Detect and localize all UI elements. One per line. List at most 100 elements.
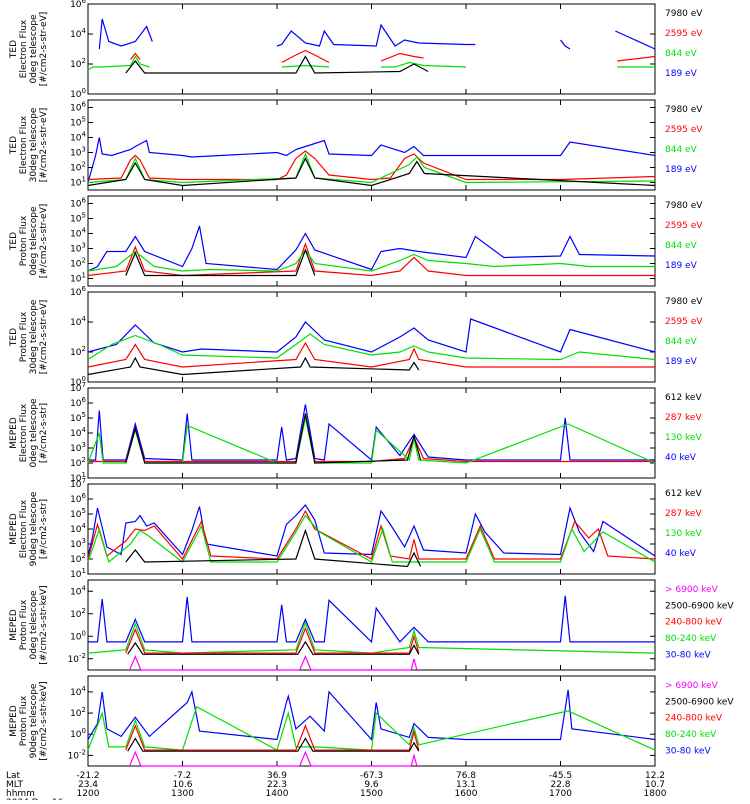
y-tick-label: 105	[70, 411, 86, 424]
footer-hhmm-value: 1500	[360, 789, 383, 799]
series-line-green	[87, 514, 656, 564]
chart-panel-1: 100 102 104 106 TED Electron Flux 0deg telesco…	[9, 0, 703, 100]
y-axis-label: TED Electron Flux 0deg telescope [#/cm2-s-s…	[9, 12, 49, 87]
legend-entry: 844 eV	[665, 49, 698, 59]
footer-hhmm-value: 1700	[549, 789, 572, 799]
y-tick-label: 102	[70, 552, 86, 565]
legend-entry: 80-240 keV	[665, 730, 717, 740]
legend-entry: > 6900 keV	[665, 681, 719, 691]
chart-panel-5: 101 102 103 104 105 106 107 MEPED Electron Flux 0…	[9, 381, 702, 484]
y-tick-label: 101	[70, 567, 86, 580]
chart-panel-8: 10-2 100 102 104 MEPED Proton Flux 90deg teles…	[9, 675, 734, 767]
y-axis-label-line: 0deg telescope	[29, 590, 39, 660]
legend-entry: 612 keV	[665, 393, 702, 403]
y-axis-label-line: Proton Flux	[19, 695, 29, 746]
legend-entry: 2500-6900 keV	[665, 601, 734, 611]
y-tick-label: 106	[70, 197, 86, 210]
y-axis-label-line: 90deg telescope	[29, 683, 39, 758]
plot-frame	[87, 3, 656, 95]
footer-hhmm-value: 1300	[171, 789, 194, 799]
footer-mlt-value: 13.1	[456, 780, 476, 790]
y-axis-label-line: Proton Flux	[19, 215, 29, 266]
series-line-blue	[88, 404, 655, 462]
y-tick-label: 101	[70, 176, 86, 189]
footer-mlt-value: 10.7	[645, 780, 665, 790]
legend-entry: 2500-6900 keV	[665, 697, 734, 707]
legend-entry: 2595 eV	[665, 221, 703, 231]
y-tick-label: 100	[70, 727, 86, 740]
series-line-red	[87, 341, 655, 368]
y-axis-label-line: [#/cm2-s-str-eV]	[39, 300, 49, 375]
footer-lat-value: -45.5	[549, 771, 572, 781]
y-axis-label-line: Electron Flux	[19, 499, 29, 558]
y-axis-label-line: [#/cm2-s-str]	[39, 403, 49, 463]
chart-panel-7: 10-2 100 102 104 MEPED Proton Flux 0deg telesc…	[9, 579, 734, 671]
y-tick-label: 104	[70, 584, 86, 597]
y-axis-label-line: TED	[9, 136, 19, 155]
series-line-black	[125, 55, 429, 74]
legend-entry: 130 keV	[665, 529, 702, 539]
y-tick-label: 103	[70, 537, 86, 550]
y-axis-label: MEPED Electron Flux 0deg telescope [#/cm2-s…	[9, 398, 49, 468]
legend-entry: 7980 eV	[665, 297, 703, 307]
y-axis-label: TED Proton Flux 0deg telescope [#/cm2-s-str…	[9, 204, 49, 279]
legend-entry: 240-800 keV	[665, 714, 723, 724]
chart-panel-6: 101 102 103 104 105 106 107 MEPED Electron Flux 9…	[9, 477, 702, 580]
y-tick-label: 104	[70, 227, 86, 240]
y-axis-label-line: Electron Flux	[19, 403, 29, 462]
series-line-blue	[87, 137, 656, 183]
y-axis-label: TED Proton Flux 30deg telescope [#/cm2-s-st…	[9, 299, 49, 374]
y-axis-label-line: [#/cm2-s-str-keV]	[39, 585, 49, 664]
y-tick-label: 104	[70, 131, 86, 144]
series-line-red	[130, 49, 656, 64]
series-line-black	[125, 528, 422, 568]
legend-entry: 189 eV	[665, 69, 698, 79]
legend-entry: 287 keV	[665, 509, 702, 519]
footer-row-label: MLT	[6, 780, 24, 790]
footer-lat-value: -7.2	[174, 771, 192, 781]
y-axis-label-line: TED	[9, 328, 19, 347]
footer-hhmm-value: 1200	[77, 789, 100, 799]
y-axis-label-line: Electron Flux	[19, 115, 29, 174]
legend-entry: 80-240 keV	[665, 634, 717, 644]
series-line-green	[87, 620, 656, 654]
footer-mlt-value: 23.4	[78, 780, 98, 790]
footer-row-label: hhmm	[6, 789, 35, 799]
series-line-blue	[88, 595, 655, 644]
y-tick-label: 102	[70, 161, 86, 174]
legend-entry: 189 eV	[665, 261, 698, 271]
footer-mlt-value: 9.6	[364, 780, 379, 790]
y-tick-label: 107	[70, 381, 86, 394]
y-axis-label-line: 0deg telescope	[29, 398, 39, 468]
y-axis-label-line: [#/cm2-s-str-keV]	[39, 681, 49, 760]
series-line-red	[87, 150, 656, 181]
y-tick-label: 104	[70, 315, 86, 328]
footer-mlt-value: 22.3	[267, 780, 287, 790]
y-tick-label: 103	[70, 146, 86, 159]
y-axis-label-line: MEPED	[9, 609, 19, 641]
y-tick-label: 10-2	[68, 748, 86, 761]
legend-entry: 30-80 keV	[665, 746, 711, 756]
series-line-black	[125, 248, 316, 277]
y-axis-label-line: 0deg telescope	[29, 206, 39, 276]
y-axis-label-line: [#/cm2-s-str]	[39, 499, 49, 559]
footer-lat-value: 36.9	[267, 771, 287, 781]
footer-row-label: Lat	[6, 771, 21, 781]
legend-entry: 612 keV	[665, 489, 702, 499]
legend-entry: 40 keV	[665, 549, 697, 559]
y-tick-label: 100	[70, 629, 86, 642]
footer-hhmm-value: 1400	[266, 789, 289, 799]
legend-entry: 287 keV	[665, 413, 702, 423]
series-line-black	[125, 413, 422, 464]
series-line-blue	[87, 225, 656, 272]
y-tick-label: 101	[70, 471, 86, 484]
series-line-blue	[98, 18, 656, 50]
series-line-red	[125, 724, 420, 751]
plot-frame	[87, 99, 656, 191]
y-axis-label: MEPED Proton Flux 90deg telescope [#/cm2-s-…	[9, 681, 49, 760]
footer-lat-value: 12.2	[645, 771, 665, 781]
y-axis-label-line: [#/cm2-s-str-eV]	[39, 12, 49, 87]
